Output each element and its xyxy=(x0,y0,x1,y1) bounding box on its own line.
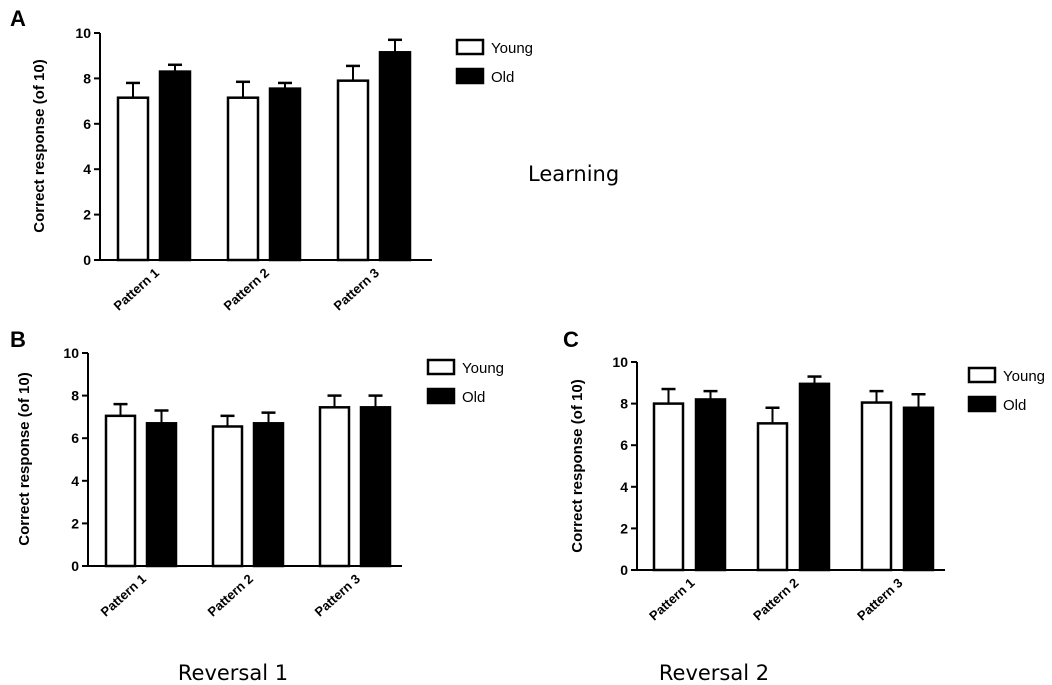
bar-old-pattern-1 xyxy=(158,70,192,262)
bar-old-pattern-2 xyxy=(268,87,302,262)
bar-young-pattern-1 xyxy=(104,414,137,568)
y-tick-label: 6 xyxy=(83,116,91,132)
panel-caption: Learning xyxy=(528,162,619,186)
legend-swatch-old xyxy=(455,67,485,85)
bar-young-pattern-2 xyxy=(756,422,789,572)
bar-old-pattern-1 xyxy=(694,398,727,572)
y-tick-label: 10 xyxy=(63,345,79,361)
y-tick-label: 4 xyxy=(620,479,628,495)
bar-young-pattern-3 xyxy=(318,406,351,568)
legend-label-old: Old xyxy=(1003,397,1026,414)
x-tick-label: Pattern 1 xyxy=(646,575,697,623)
bar-old-pattern-3 xyxy=(359,406,392,568)
y-tick-label: 4 xyxy=(71,473,79,489)
legend-label-young: Young xyxy=(491,40,533,57)
y-tick-label: 4 xyxy=(83,161,91,177)
x-tick-label: Pattern 2 xyxy=(221,265,272,313)
x-tick-label: Pattern 3 xyxy=(312,571,363,619)
y-tick-label: 0 xyxy=(83,252,91,268)
y-tick-label: 10 xyxy=(75,25,91,41)
chart-panel-a: A Correct response (of 10) 0 2 4 6 8 10 Pattern … xyxy=(10,6,619,313)
x-tick-label: Pattern 1 xyxy=(111,265,162,313)
chart-panel-b: B Correct response (of 10) 0 2 4 6 8 10 Pattern … xyxy=(10,327,504,685)
bar-old-pattern-3 xyxy=(378,51,412,262)
y-tick-label: 0 xyxy=(620,562,628,578)
y-tick-label: 10 xyxy=(612,354,628,370)
x-tick-label: Pattern 2 xyxy=(205,571,256,619)
legend-swatch-old xyxy=(426,387,456,405)
y-tick-label: 8 xyxy=(83,70,91,86)
bar-young-pattern-1 xyxy=(116,96,150,262)
bar-old-pattern-3 xyxy=(902,406,935,572)
panel-caption: Reversal 1 xyxy=(178,661,288,685)
legend-label-young: Young xyxy=(1003,368,1045,385)
legend-swatch-old xyxy=(967,395,997,413)
y-tick-label: 6 xyxy=(620,437,628,453)
y-tick-label: 2 xyxy=(620,520,628,536)
x-tick-label: Pattern 1 xyxy=(98,571,149,619)
y-axis-label: Correct response (of 10) xyxy=(16,372,33,545)
legend-swatch-young xyxy=(967,366,997,384)
x-tick-label: Pattern 2 xyxy=(750,575,801,623)
bar-young-pattern-2 xyxy=(226,96,260,262)
bar-old-pattern-2 xyxy=(252,422,285,568)
bar-young-pattern-3 xyxy=(860,401,893,572)
y-axis-label: Correct response (of 10) xyxy=(31,59,48,232)
bar-young-pattern-3 xyxy=(336,79,370,262)
y-tick-label: 6 xyxy=(71,430,79,446)
bar-old-pattern-1 xyxy=(145,422,178,568)
legend-label-old: Old xyxy=(462,389,485,406)
panel-letter: A xyxy=(10,6,26,31)
x-tick-label: Pattern 3 xyxy=(331,265,382,313)
bar-old-pattern-2 xyxy=(798,382,831,572)
legend-label-young: Young xyxy=(462,360,504,377)
y-tick-label: 2 xyxy=(83,207,91,223)
panel-letter: C xyxy=(563,327,579,352)
y-axis-label: Correct response (of 10) xyxy=(569,379,586,552)
y-tick-label: 2 xyxy=(71,515,79,531)
y-tick-label: 0 xyxy=(71,558,79,574)
legend-swatch-young xyxy=(426,358,456,376)
y-tick-label: 8 xyxy=(620,396,628,412)
chart-panel-c: C Correct response (of 10) 0 2 4 6 8 10 Pattern … xyxy=(563,327,1045,685)
x-tick-label: Pattern 3 xyxy=(854,575,905,623)
legend-swatch-young xyxy=(455,38,485,56)
legend-label-old: Old xyxy=(491,69,514,86)
panel-letter: B xyxy=(10,327,26,352)
bar-young-pattern-1 xyxy=(652,402,685,572)
panel-caption: Reversal 2 xyxy=(659,661,769,685)
y-tick-label: 8 xyxy=(71,388,79,404)
bar-young-pattern-2 xyxy=(211,425,244,568)
